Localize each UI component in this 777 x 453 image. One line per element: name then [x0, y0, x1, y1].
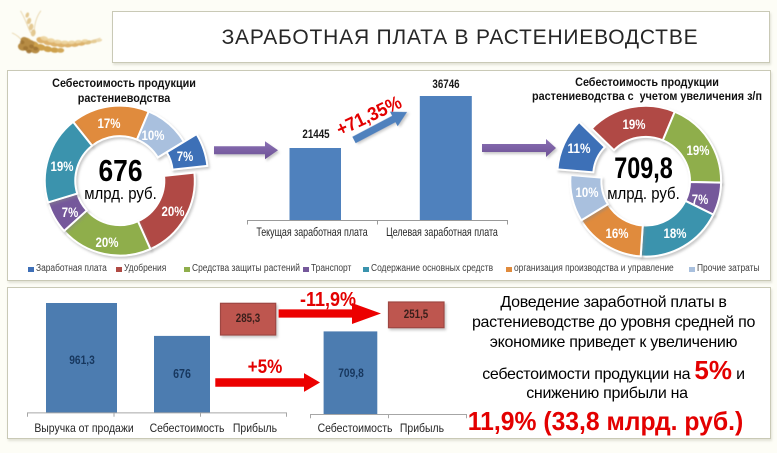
svg-text:20%: 20%: [162, 203, 185, 219]
svg-text:7%: 7%: [177, 148, 194, 164]
svg-text:19%: 19%: [51, 158, 74, 174]
svg-text:19%: 19%: [687, 142, 710, 158]
svg-text:16%: 16%: [606, 225, 629, 241]
svg-text:7%: 7%: [62, 204, 79, 220]
svg-text:10%: 10%: [576, 184, 599, 200]
svg-text:19%: 19%: [623, 116, 646, 132]
svg-text:10%: 10%: [142, 127, 165, 143]
svg-text:20%: 20%: [96, 234, 119, 250]
svg-text:7%: 7%: [692, 191, 709, 207]
svg-text:11%: 11%: [568, 140, 591, 156]
svg-text:17%: 17%: [98, 115, 121, 131]
svg-text:18%: 18%: [664, 225, 687, 241]
